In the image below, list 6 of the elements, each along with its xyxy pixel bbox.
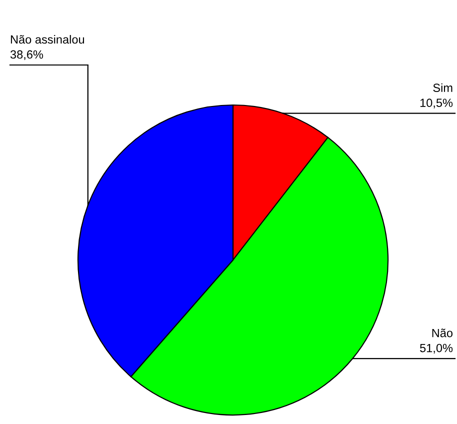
slice-label: Sim (433, 83, 452, 92)
data-label: 38,6% (10, 50, 44, 60)
slice-label: Não (432, 328, 453, 338)
data-label: 10,5% (420, 98, 453, 108)
data-label: 51,0% (420, 344, 453, 354)
slice-label: Não assinalou (10, 34, 84, 44)
